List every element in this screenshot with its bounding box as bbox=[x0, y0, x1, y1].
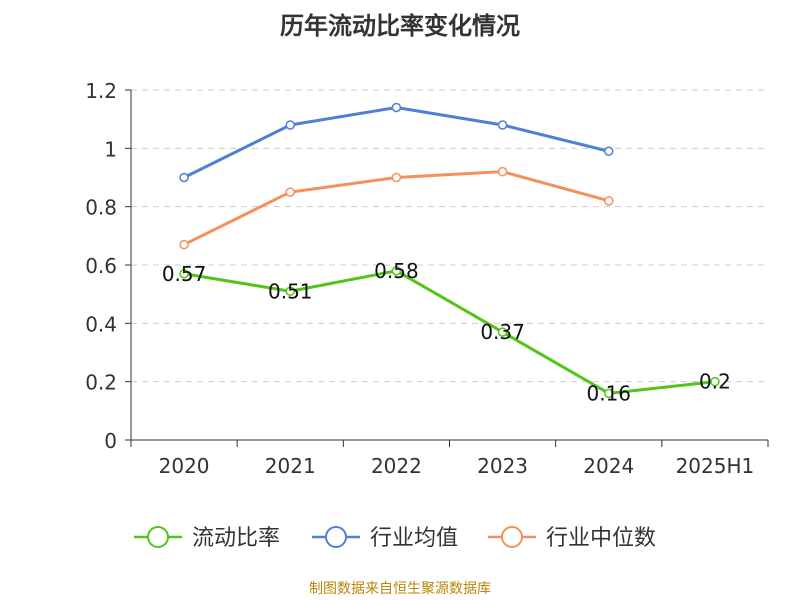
y-tick-label: 0.2 bbox=[85, 371, 117, 395]
y-tick-label: 1 bbox=[104, 137, 117, 161]
data-point bbox=[391, 266, 402, 276]
gridlines bbox=[131, 89, 768, 383]
y-tick-label: 0.6 bbox=[85, 254, 117, 278]
legend-label: 流动比率 bbox=[192, 526, 280, 551]
data-point bbox=[391, 102, 402, 113]
data-label: 0.2 bbox=[699, 370, 731, 394]
data-point bbox=[710, 376, 720, 387]
data-point bbox=[179, 239, 189, 250]
data-point bbox=[604, 388, 614, 399]
data-point bbox=[285, 187, 295, 197]
chart-title: 历年流动比率变化情况 bbox=[280, 12, 520, 40]
x-tick-label: 2020 bbox=[159, 454, 210, 478]
legend-marker bbox=[325, 526, 347, 548]
data-label: 0.37 bbox=[480, 320, 525, 344]
x-tick-label: 2022 bbox=[371, 454, 422, 478]
data-label: 0.51 bbox=[268, 279, 313, 303]
legend: 流动比率 行业均值 行业中位数 bbox=[134, 526, 656, 551]
legend-label: 行业中位数 bbox=[546, 526, 656, 551]
legend-marker bbox=[501, 526, 523, 548]
y-tick-label: 0.4 bbox=[85, 312, 117, 336]
data-point bbox=[285, 286, 295, 296]
data-label: 0.58 bbox=[374, 259, 419, 283]
x-tick-label: 2024 bbox=[583, 454, 634, 478]
series-line-3 bbox=[183, 170, 610, 246]
data-point bbox=[497, 166, 508, 177]
x-tick-label: 2023 bbox=[477, 454, 528, 478]
data-point bbox=[285, 120, 295, 130]
data-point bbox=[497, 120, 508, 130]
data-point bbox=[604, 196, 614, 206]
data-point bbox=[604, 146, 614, 156]
data-point bbox=[179, 172, 189, 183]
data-point bbox=[497, 327, 508, 337]
y-tick-label: 0.8 bbox=[85, 196, 117, 220]
data-label: 0.16 bbox=[586, 381, 631, 405]
series-lines bbox=[179, 102, 720, 399]
legend-marker bbox=[147, 526, 169, 548]
y-tick-label: 1.2 bbox=[85, 79, 117, 103]
data-labels: 0.57 0.51 0.58 0.37 0.16 0.2 bbox=[162, 259, 731, 406]
data-point bbox=[179, 269, 189, 279]
x-tick-label: 2025H1 bbox=[676, 454, 755, 478]
legend-label: 行业均值 bbox=[370, 526, 458, 551]
data-label: 0.57 bbox=[162, 262, 207, 286]
y-tick-label: 0 bbox=[104, 429, 117, 453]
axes: 0 0.2 0.4 0.6 0.8 1 1.2 2020 2021 2022 2023 2024 202… bbox=[85, 79, 769, 478]
series-line-1 bbox=[183, 269, 716, 395]
series-line-2 bbox=[183, 106, 610, 179]
source-note: 制图数据来自恒生聚源数据库 bbox=[309, 581, 491, 597]
x-tick-label: 2021 bbox=[265, 454, 316, 478]
data-point bbox=[391, 172, 402, 183]
